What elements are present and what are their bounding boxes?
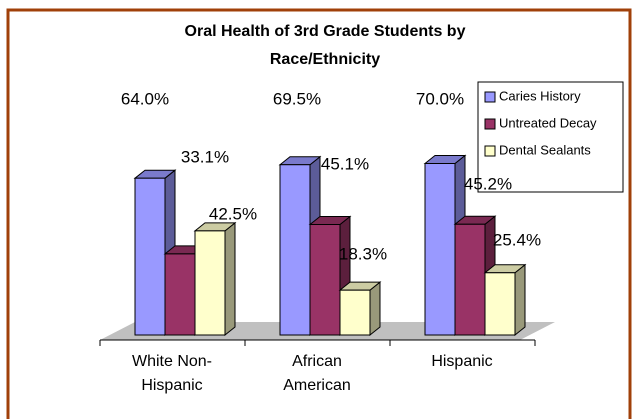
- data-label: 64.0%: [121, 89, 169, 108]
- chart-title: Oral Health of 3rd Grade Students by: [185, 23, 466, 40]
- data-label: 18.3%: [339, 244, 387, 263]
- chart-title: Race/Ethnicity: [270, 51, 380, 68]
- x-tick-label: Hispanic: [431, 353, 493, 370]
- x-tick-label: White Non-Hispanic: [131, 353, 213, 394]
- data-label: 45.1%: [321, 154, 369, 173]
- legend-label: Untreated Decay: [499, 115, 597, 130]
- bar: [424, 163, 456, 336]
- data-label: 42.5%: [209, 204, 257, 223]
- bar: [279, 164, 311, 336]
- data-label: 70.0%: [416, 89, 464, 108]
- x-tick-label: African American: [283, 353, 351, 394]
- bar: [454, 223, 486, 336]
- bar: [164, 253, 196, 336]
- bar: [484, 272, 516, 336]
- legend-label: Dental Sealants: [499, 142, 591, 157]
- bar: [309, 224, 341, 336]
- legend-swatch: [484, 118, 496, 130]
- legend-label: Caries History: [499, 88, 581, 103]
- legend-swatch: [484, 145, 496, 157]
- bar-side: [369, 281, 381, 337]
- legend-swatch: [484, 91, 496, 103]
- data-label: 33.1%: [181, 147, 229, 166]
- bar-side: [224, 221, 236, 337]
- data-label: 69.5%: [273, 89, 321, 108]
- bar: [194, 230, 226, 336]
- data-label: 45.2%: [464, 174, 512, 193]
- legend: [477, 81, 624, 193]
- bar: [134, 177, 166, 336]
- bar-side: [514, 263, 526, 337]
- data-label: 25.4%: [493, 230, 541, 249]
- bar: [339, 289, 371, 336]
